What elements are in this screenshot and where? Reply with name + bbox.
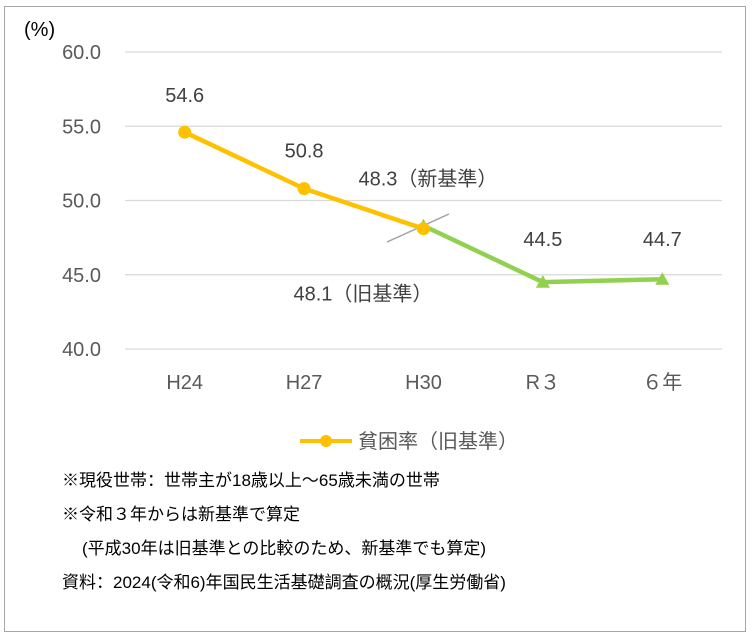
note-working-household: ※現役世帯：世帯主が18歳以上～65歳未満の世帯 bbox=[62, 471, 440, 490]
data-point-circle bbox=[178, 125, 192, 139]
gridlines bbox=[125, 51, 722, 350]
data-label: 48.1（旧基準） bbox=[294, 283, 433, 306]
y-tick-label: 55.0 bbox=[62, 116, 101, 138]
x-tick-label: H24 bbox=[166, 372, 203, 394]
chart-frame bbox=[4, 6, 746, 632]
data-point-circle bbox=[297, 182, 311, 196]
y-tick-label: 40.0 bbox=[62, 339, 101, 361]
data-label: 54.6 bbox=[165, 85, 204, 107]
y-axis-unit-label: (%) bbox=[24, 19, 55, 41]
legend-swatch-marker bbox=[320, 435, 332, 447]
x-tick-label: R３ bbox=[526, 372, 560, 394]
data-label: 44.5 bbox=[523, 229, 562, 251]
y-tick-label: 45.0 bbox=[62, 265, 101, 287]
note-new-standard: ※令和３年からは新基準で算定 bbox=[62, 505, 300, 524]
series-lines bbox=[178, 125, 670, 288]
legend: 貧困率（旧基準） bbox=[300, 430, 518, 453]
data-label: 44.7 bbox=[643, 229, 682, 251]
note-h30-comparison: (平成30年は旧基準との比較のため、新基準でも算定) bbox=[82, 539, 487, 558]
x-tick-label: ６年 bbox=[642, 371, 682, 394]
note-source: 資料：2024(令和6)年国民生活基礎調査の概況(厚生労働省) bbox=[62, 573, 506, 592]
y-tick-label: 50.0 bbox=[62, 191, 101, 213]
x-axis-tick-labels: H24 H27 H30 R３ ６年 bbox=[166, 371, 682, 394]
footnotes: ※現役世帯：世帯主が18歳以上～65歳未満の世帯 ※令和３年からは新基準で算定 … bbox=[62, 468, 702, 604]
x-tick-label: H27 bbox=[286, 372, 323, 394]
data-labels: 54.6 50.8 48.1（旧基準） 48.3（新基準） 44.5 44.7 bbox=[165, 85, 682, 306]
y-axis-tick-labels: 40.0 45.0 50.0 55.0 60.0 bbox=[62, 42, 101, 361]
data-point-triangle bbox=[655, 272, 670, 285]
data-label: 50.8 bbox=[285, 141, 324, 163]
x-tick-label: H30 bbox=[405, 372, 442, 394]
y-tick-label: 60.0 bbox=[62, 42, 101, 64]
data-point-triangle bbox=[535, 275, 550, 288]
data-label: 48.3（新基準） bbox=[359, 168, 498, 191]
data-point-circle bbox=[417, 222, 430, 236]
legend-label: 貧困率（旧基準） bbox=[358, 430, 518, 453]
